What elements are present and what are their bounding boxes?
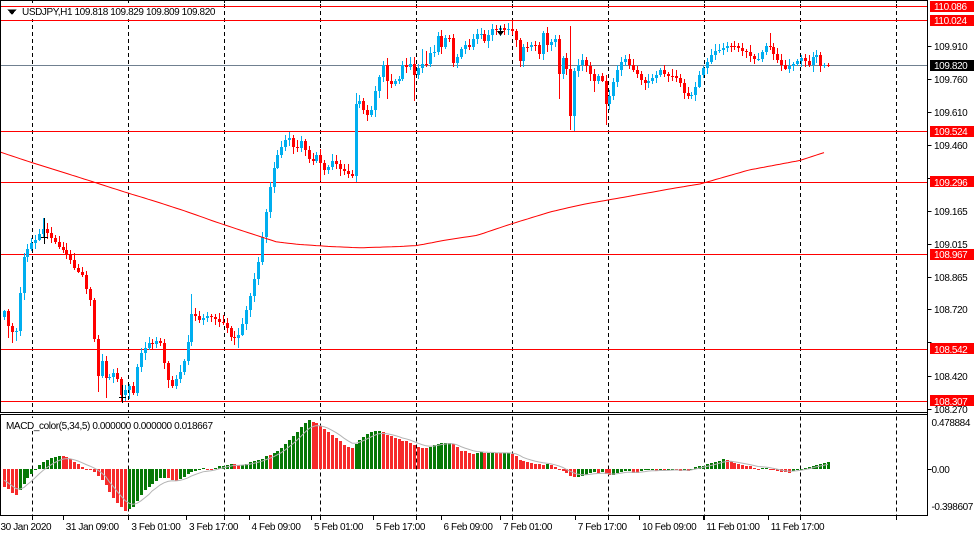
svg-text:108.307: 108.307 bbox=[934, 397, 968, 408]
svg-text:109.165: 109.165 bbox=[934, 207, 968, 218]
svg-text:4 Feb 09:00: 4 Feb 09:00 bbox=[252, 522, 302, 533]
svg-text:31 Jan 09:00: 31 Jan 09:00 bbox=[66, 522, 120, 533]
svg-text:110.024: 110.024 bbox=[934, 16, 967, 27]
svg-text:109.296: 109.296 bbox=[934, 178, 968, 189]
svg-text:109.524: 109.524 bbox=[934, 127, 968, 138]
svg-text:7 Feb 01:00: 7 Feb 01:00 bbox=[503, 522, 553, 533]
svg-text:108.967: 108.967 bbox=[934, 250, 968, 261]
svg-text:30 Jan 2020: 30 Jan 2020 bbox=[1, 522, 52, 533]
svg-text:108.420: 108.420 bbox=[934, 372, 968, 383]
svg-text:11 Feb 17:00: 11 Feb 17:00 bbox=[771, 522, 825, 533]
svg-text:-0.398607: -0.398607 bbox=[932, 502, 974, 513]
svg-text:108.542: 108.542 bbox=[934, 345, 968, 356]
svg-text:108.720: 108.720 bbox=[934, 305, 968, 316]
svg-text:MACD_color(5,34,5) 0.000000 0.: MACD_color(5,34,5) 0.000000 0.000000 0.0… bbox=[6, 421, 213, 432]
svg-text:109.015: 109.015 bbox=[934, 240, 968, 251]
svg-text:108.270: 108.270 bbox=[934, 405, 968, 416]
svg-text:USDJPY,H1 109.818 109.829 109: USDJPY,H1 109.818 109.829 109.809 109.82… bbox=[22, 7, 216, 18]
svg-text:0.00: 0.00 bbox=[932, 465, 951, 476]
svg-text:7 Feb 17:00: 7 Feb 17:00 bbox=[578, 522, 628, 533]
svg-text:5 Feb 01:00: 5 Feb 01:00 bbox=[314, 522, 364, 533]
svg-text:109.910: 109.910 bbox=[934, 42, 968, 53]
svg-text:3 Feb 17:00: 3 Feb 17:00 bbox=[189, 522, 239, 533]
svg-text:108.865: 108.865 bbox=[934, 273, 968, 284]
svg-text:6 Feb 09:00: 6 Feb 09:00 bbox=[444, 522, 494, 533]
svg-text:11 Feb 01:00: 11 Feb 01:00 bbox=[706, 522, 760, 533]
svg-text:10 Feb 09:00: 10 Feb 09:00 bbox=[642, 522, 697, 533]
svg-text:3 Feb 01:00: 3 Feb 01:00 bbox=[131, 522, 181, 533]
svg-text:0.478884: 0.478884 bbox=[932, 418, 971, 429]
svg-text:109.760: 109.760 bbox=[934, 75, 968, 86]
svg-text:109.460: 109.460 bbox=[934, 141, 968, 152]
svg-text:5 Feb 17:00: 5 Feb 17:00 bbox=[376, 522, 426, 533]
svg-text:109.820: 109.820 bbox=[934, 61, 968, 72]
svg-text:110.086: 110.086 bbox=[934, 2, 967, 13]
svg-text:109.610: 109.610 bbox=[934, 108, 968, 119]
